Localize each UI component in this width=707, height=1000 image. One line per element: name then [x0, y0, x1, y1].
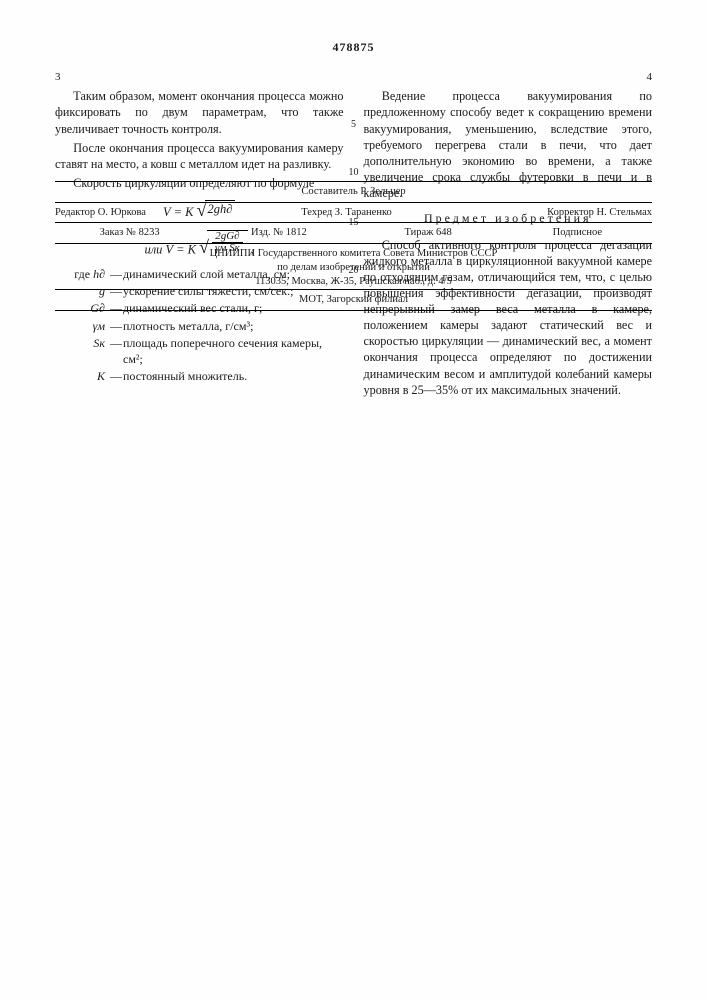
- tirazh: Тираж 648: [354, 226, 503, 240]
- footer-org: ЦНИИПИ Государственного комитета Совета …: [55, 243, 652, 289]
- footer-printer: МОТ, Загорский филиал: [55, 289, 652, 311]
- document-number: 478875: [55, 40, 652, 56]
- line-marker: 10: [346, 166, 362, 179]
- col-num-right: 4: [647, 70, 653, 85]
- order-no: Заказ № 8233: [55, 226, 204, 240]
- tech-editor: Техред З. Тараненко: [301, 206, 391, 220]
- line-marker: 5: [346, 118, 362, 131]
- footer-compiler: Составитель Р. Зельцер: [55, 181, 652, 202]
- def-row: K — постоянный множитель.: [55, 369, 344, 385]
- paragraph: Таким образом, момент окончания процесса…: [55, 88, 344, 136]
- paragraph: После окончания процесса вакуумирования …: [55, 140, 344, 172]
- corrector: Корректор Н. Стельмах: [547, 206, 652, 220]
- imprint-footer: Составитель Р. Зельцер Редактор О. Юрков…: [55, 181, 652, 311]
- footer-print-info: Заказ № 8233 Изд. № 1812 Тираж 648 Подпи…: [55, 222, 652, 243]
- izd-no: Изд. № 1812: [204, 226, 353, 240]
- subscription: Подписное: [503, 226, 652, 240]
- col-num-left: 3: [55, 70, 61, 85]
- patent-page: 478875 3 4 5 10 15 20 Таким образом, мом…: [0, 0, 707, 401]
- column-page-numbers: 3 4: [55, 70, 652, 85]
- def-row: γм — плотность металла, г/см³;: [55, 319, 344, 335]
- def-row: Sк — площадь поперечного сечения камеры,…: [55, 336, 344, 368]
- footer-credits: Редактор О. Юркова Техред З. Тараненко К…: [55, 202, 652, 223]
- editor: Редактор О. Юркова: [55, 206, 146, 220]
